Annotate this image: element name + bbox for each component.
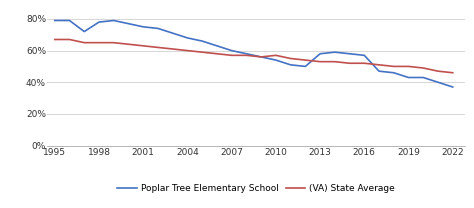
(VA) State Average	[200, 51, 205, 53]
(VA) State Average	[258, 56, 264, 58]
(VA) State Average	[52, 38, 58, 41]
Poplar Tree Elementary School	[82, 30, 87, 33]
Poplar Tree Elementary School	[184, 37, 190, 39]
Poplar Tree Elementary School	[346, 52, 352, 55]
(VA) State Average	[126, 43, 131, 46]
Line: Poplar Tree Elementary School: Poplar Tree Elementary School	[55, 21, 453, 87]
Poplar Tree Elementary School	[67, 19, 73, 22]
(VA) State Average	[435, 70, 441, 72]
Poplar Tree Elementary School	[229, 49, 235, 52]
(VA) State Average	[362, 62, 367, 64]
Poplar Tree Elementary School	[317, 52, 323, 55]
(VA) State Average	[244, 54, 249, 57]
(VA) State Average	[111, 41, 117, 44]
Poplar Tree Elementary School	[391, 72, 397, 74]
Poplar Tree Elementary School	[200, 40, 205, 42]
(VA) State Average	[406, 65, 411, 68]
(VA) State Average	[376, 64, 382, 66]
(VA) State Average	[170, 48, 175, 50]
Line: (VA) State Average: (VA) State Average	[55, 40, 453, 73]
Poplar Tree Elementary School	[258, 56, 264, 58]
(VA) State Average	[140, 45, 146, 47]
(VA) State Average	[420, 67, 426, 69]
Poplar Tree Elementary School	[111, 19, 117, 22]
Poplar Tree Elementary School	[126, 22, 131, 25]
Poplar Tree Elementary School	[244, 52, 249, 55]
Poplar Tree Elementary School	[362, 54, 367, 57]
Poplar Tree Elementary School	[214, 45, 220, 47]
Poplar Tree Elementary School	[288, 64, 293, 66]
Poplar Tree Elementary School	[273, 59, 279, 61]
(VA) State Average	[67, 38, 73, 41]
(VA) State Average	[391, 65, 397, 68]
(VA) State Average	[302, 59, 308, 61]
(VA) State Average	[273, 54, 279, 57]
(VA) State Average	[96, 41, 102, 44]
Poplar Tree Elementary School	[450, 86, 456, 88]
Poplar Tree Elementary School	[376, 70, 382, 72]
Poplar Tree Elementary School	[435, 81, 441, 83]
(VA) State Average	[346, 62, 352, 64]
Poplar Tree Elementary School	[155, 27, 161, 30]
(VA) State Average	[317, 60, 323, 63]
(VA) State Average	[82, 41, 87, 44]
(VA) State Average	[229, 54, 235, 57]
Poplar Tree Elementary School	[332, 51, 337, 53]
(VA) State Average	[214, 52, 220, 55]
(VA) State Average	[184, 49, 190, 52]
Poplar Tree Elementary School	[302, 65, 308, 68]
(VA) State Average	[332, 60, 337, 63]
Poplar Tree Elementary School	[420, 76, 426, 79]
(VA) State Average	[288, 57, 293, 60]
Poplar Tree Elementary School	[170, 32, 175, 34]
Poplar Tree Elementary School	[52, 19, 58, 22]
Legend: Poplar Tree Elementary School, (VA) State Average: Poplar Tree Elementary School, (VA) Stat…	[113, 181, 399, 197]
Poplar Tree Elementary School	[96, 21, 102, 23]
(VA) State Average	[450, 72, 456, 74]
Poplar Tree Elementary School	[406, 76, 411, 79]
(VA) State Average	[155, 46, 161, 49]
Poplar Tree Elementary School	[140, 26, 146, 28]
